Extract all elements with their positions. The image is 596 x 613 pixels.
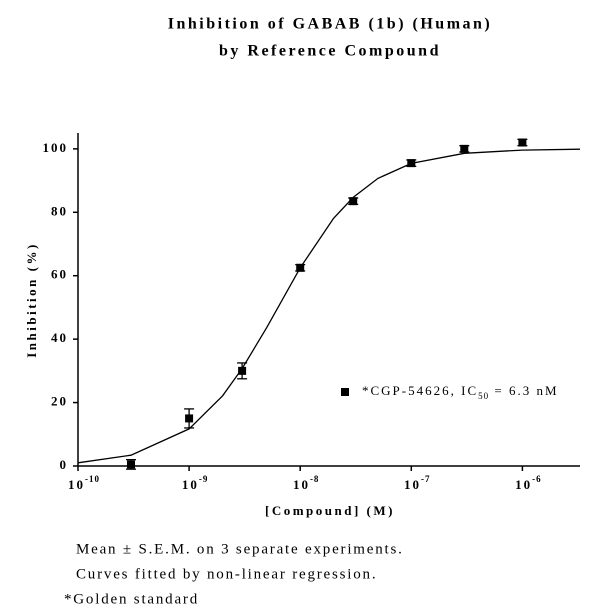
legend-tail: = 6.3 nM [489, 383, 558, 398]
y-tick-label: 80 [51, 203, 68, 218]
footnote: Curves fitted by non-linear regression. [76, 566, 377, 582]
y-axis-label: Inhibition (%) [24, 242, 39, 358]
data-point [407, 159, 416, 168]
x-tick-base: 10 [182, 477, 199, 492]
legend-marker [341, 388, 349, 396]
x-tick-base: 10 [404, 477, 421, 492]
y-tick-label: 20 [51, 394, 68, 409]
x-tick-label: 10-7 [404, 474, 431, 492]
fit-curve [77, 148, 581, 464]
legend-name: *CGP-54626, IC [362, 383, 478, 398]
y-tick-label: 40 [51, 330, 68, 345]
legend-subscript: 50 [478, 391, 489, 401]
legend-label: *CGP-54626, IC50 = 6.3 nM [362, 383, 559, 401]
x-tick-label: 10-6 [515, 474, 542, 492]
y-tick-label: 0 [60, 457, 69, 472]
x-tick-exponent: -9 [199, 474, 209, 484]
x-tick-label: 10-8 [293, 474, 320, 492]
data-point [349, 197, 358, 206]
x-tick-base: 10 [68, 477, 85, 492]
y-tick-label: 100 [43, 140, 69, 155]
x-axis-label: [Compound] (M) [265, 503, 395, 518]
x-tick-label: 10-9 [182, 474, 209, 492]
x-tick-exponent: -10 [85, 474, 100, 484]
footnote: Mean ± S.E.M. on 3 separate experiments. [76, 541, 404, 557]
chart-title: Inhibition of GABAB (1b) (Human) [168, 16, 493, 33]
data-point [238, 366, 247, 375]
x-tick-base: 10 [515, 477, 532, 492]
x-tick-exponent: -7 [421, 474, 431, 484]
x-tick-exponent: -8 [310, 474, 320, 484]
chart-title: by Reference Compound [219, 43, 441, 60]
footnote: *Golden standard [64, 591, 199, 607]
data-point [127, 460, 136, 469]
y-tick-label: 60 [51, 267, 68, 282]
data-point [518, 138, 527, 147]
data-point [296, 263, 305, 272]
x-tick-exponent: -6 [532, 474, 542, 484]
x-tick-base: 10 [293, 477, 310, 492]
data-point [185, 414, 194, 423]
data-point [460, 144, 469, 153]
x-tick-label: 10-10 [68, 474, 100, 492]
